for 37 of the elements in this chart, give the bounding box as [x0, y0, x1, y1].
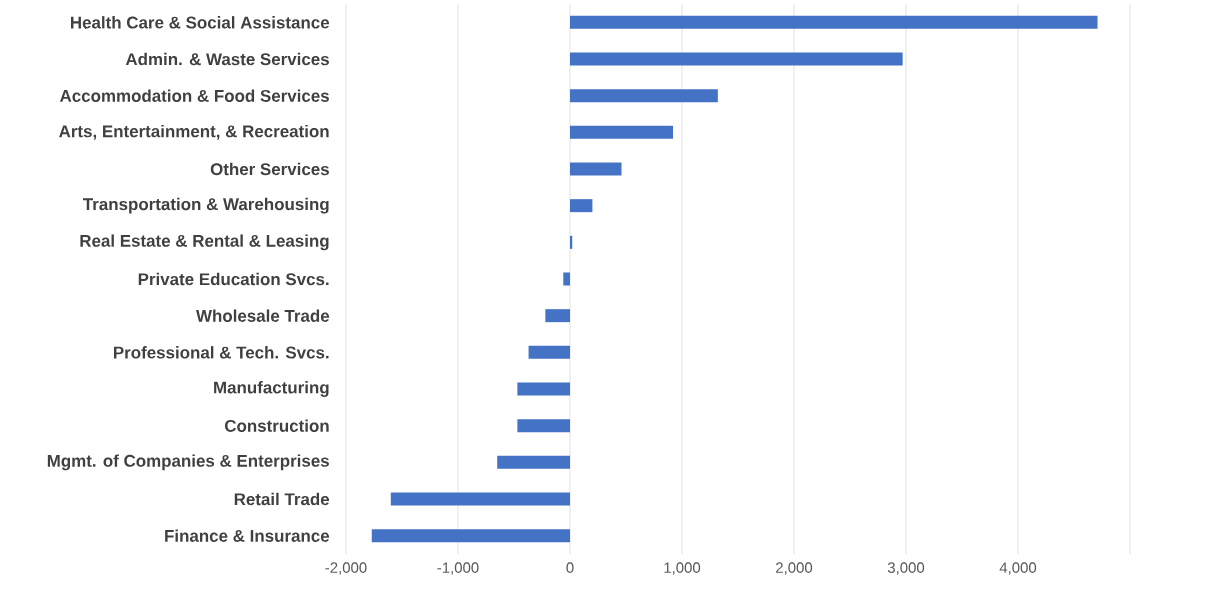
y-tick-label: Real Estate & Rental & Leasing: [80, 234, 329, 251]
bar: [563, 272, 571, 286]
x-tick-label: 0: [566, 562, 574, 573]
y-tick-label: Transportation & Warehousing: [83, 197, 329, 214]
bar: [570, 89, 718, 103]
bar: [570, 199, 593, 213]
x-tick-label: -2,000: [325, 562, 367, 575]
bar: [570, 52, 903, 66]
bar: [497, 455, 571, 469]
bar: [570, 162, 622, 176]
x-tick-label: -1,000: [437, 562, 479, 575]
bar: [570, 15, 1098, 29]
x-tick-label: 3,000: [887, 562, 925, 575]
y-tick-label: Wholesale Trade: [196, 309, 330, 322]
bar: [570, 235, 573, 249]
bar: [545, 309, 571, 323]
bar: [517, 382, 571, 396]
bar: [390, 492, 571, 506]
bar: [528, 345, 571, 359]
y-tick-label: Mgmt. of Companies & Enterprises: [47, 454, 329, 471]
y-tick-label: Private Education Svcs.: [138, 272, 329, 286]
y-tick-label: Other Services: [210, 162, 329, 176]
x-tick-label: 4,000: [999, 562, 1037, 575]
y-tick-label: Arts, Entertainment, & Recreation: [59, 124, 329, 140]
y-tick-label: Manufacturing: [214, 381, 329, 397]
y-tick-label: Finance & Insurance: [165, 529, 330, 542]
y-tick-label: Accommodation & Food Services: [59, 89, 329, 102]
bar: [517, 419, 571, 433]
bar: [570, 125, 674, 139]
bar: [371, 529, 571, 543]
x-tick-label: 1,000: [664, 562, 701, 575]
x-tick-label: 2,000: [776, 562, 813, 575]
y-tick-label: Health Care & Social Assistance: [70, 16, 330, 29]
y-tick-label: Professional & Tech. Svcs.: [113, 346, 329, 359]
y-tick-label: Retail Trade: [234, 492, 330, 506]
y-tick-label: Construction: [224, 419, 329, 432]
y-tick-label: Admin. & Waste Services: [125, 52, 329, 66]
